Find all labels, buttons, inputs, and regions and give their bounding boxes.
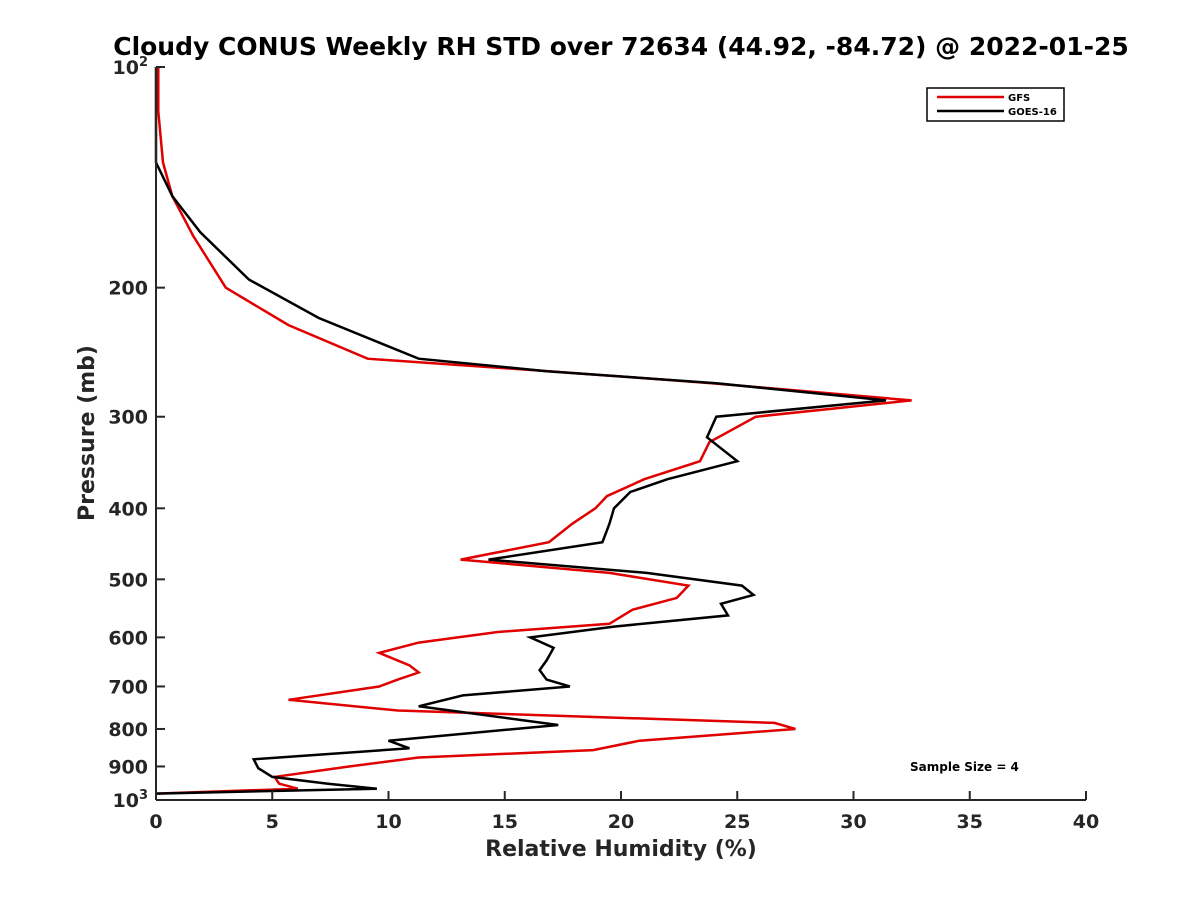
- y-axis-label: Pressure (mb): [75, 345, 100, 521]
- y-tick-label: 900: [108, 756, 148, 778]
- legend-label-gfs: GFS: [1008, 93, 1030, 104]
- x-tick-label: 10: [375, 811, 401, 833]
- y-tick-label: 500: [108, 569, 148, 591]
- y-tick-label: 700: [108, 676, 148, 698]
- series-layer: [154, 67, 912, 795]
- y-tick-label: 300: [108, 407, 148, 429]
- x-tick-label: 15: [492, 811, 518, 833]
- series-line-goes16: [154, 67, 887, 795]
- y-tick-label: 600: [108, 627, 148, 649]
- y-tick-label: 200: [108, 278, 148, 300]
- x-tick-label: 25: [724, 811, 750, 833]
- legend-box: [926, 87, 1065, 122]
- y-tick-label: 400: [108, 498, 148, 520]
- sample-size-annotation: Sample Size = 4: [910, 760, 1019, 774]
- y-tick-label: 800: [108, 719, 148, 741]
- x-tick-label: 30: [840, 811, 866, 833]
- x-ticks: 0 5 10 15 20 25 30 35 40: [149, 791, 1099, 833]
- plot-area: [156, 67, 1086, 800]
- chart-title: Cloudy CONUS Weekly RH STD over 72634 (4…: [113, 32, 1129, 61]
- x-tick-label: 35: [957, 811, 983, 833]
- y-tick-label: 103: [113, 788, 149, 812]
- y-ticks: 102 200 300 400 500 600 700 800 900 103: [108, 55, 165, 812]
- x-tick-label: 40: [1073, 811, 1099, 833]
- legend: GFS GOES-16: [926, 87, 1065, 122]
- x-tick-label: 5: [266, 811, 279, 833]
- x-tick-label: 0: [149, 811, 162, 833]
- legend-label-goes16: GOES-16: [1008, 107, 1057, 118]
- x-axis-label: Relative Humidity (%): [485, 837, 757, 862]
- x-tick-label: 20: [608, 811, 634, 833]
- series-line-gfs: [155, 67, 912, 795]
- y-tick-label: 102: [113, 55, 149, 79]
